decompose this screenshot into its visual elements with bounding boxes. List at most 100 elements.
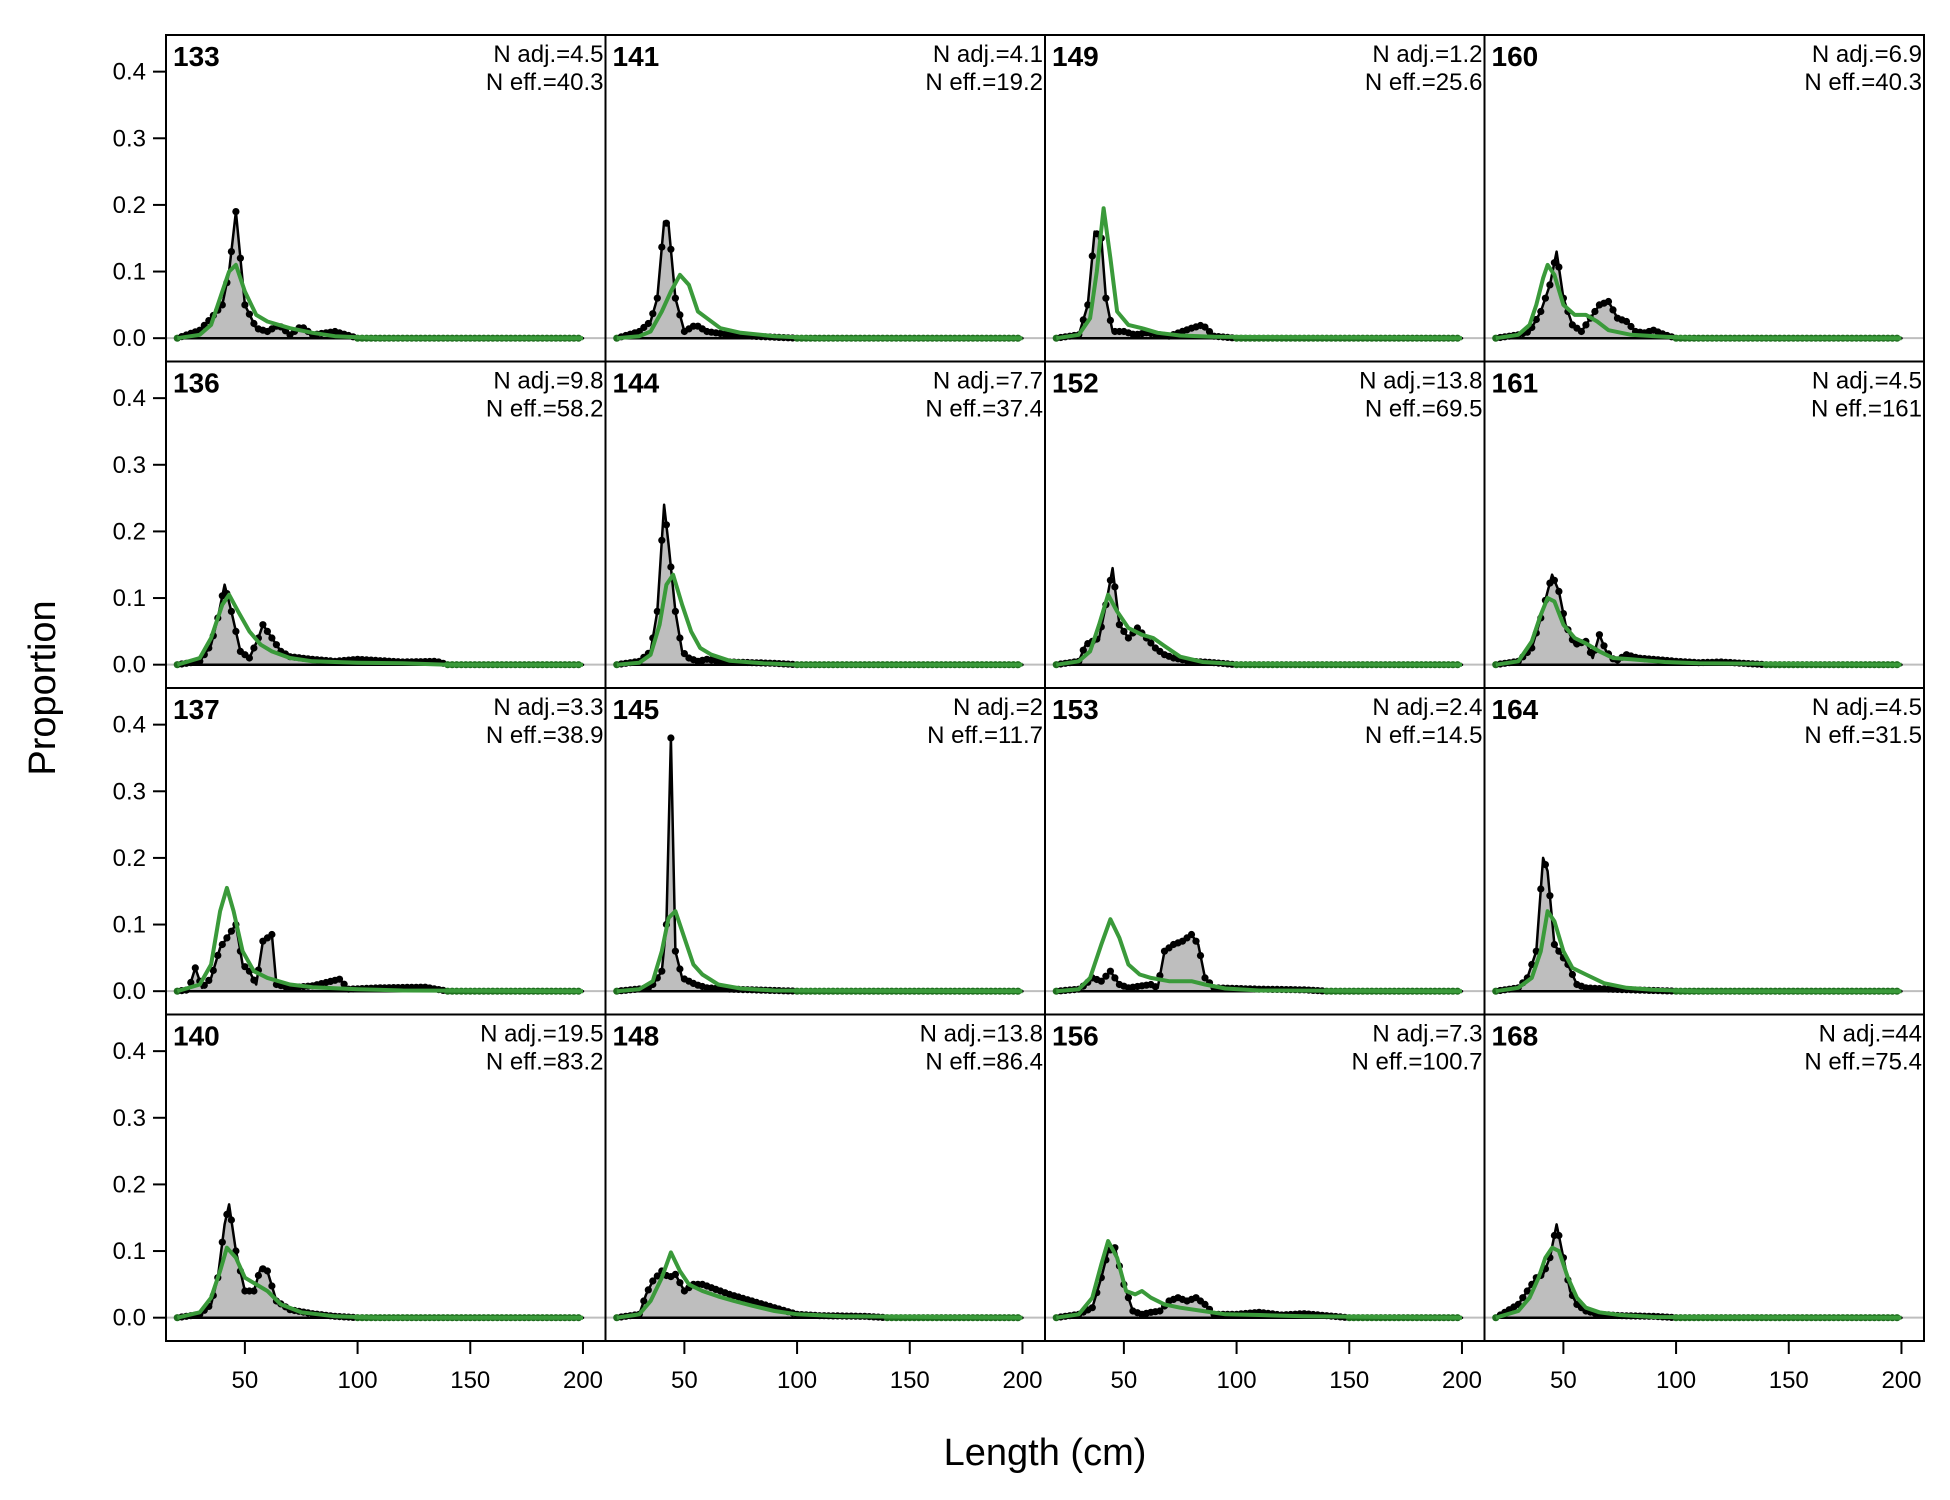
observed-point bbox=[680, 650, 689, 658]
observed-point bbox=[1546, 892, 1554, 900]
observed-point bbox=[1088, 1304, 1096, 1312]
n-eff-label: N eff.=58.2 bbox=[486, 396, 604, 423]
n-adj-label: N adj.=4.1 bbox=[933, 41, 1043, 68]
observed-point bbox=[1577, 327, 1585, 336]
observed-point bbox=[640, 1297, 648, 1305]
x-tick-label: 100 bbox=[777, 1367, 817, 1394]
y-tick-label: 0.1 bbox=[113, 912, 146, 939]
observed-point bbox=[1537, 885, 1545, 893]
panel-133: 133 N adj.=4.5N eff.=40.3 bbox=[165, 34, 607, 363]
y-tick-label: 0.1 bbox=[113, 585, 146, 612]
observed-point bbox=[272, 641, 280, 649]
observed-point bbox=[1187, 930, 1196, 939]
observed-point bbox=[1541, 294, 1549, 302]
observed-point bbox=[1519, 1294, 1527, 1302]
observed-point bbox=[1093, 230, 1101, 238]
expected-line bbox=[1056, 206, 1463, 341]
observed-point bbox=[223, 1210, 231, 1218]
panel-136: 136 N adj.=9.8N eff.=58.2 bbox=[165, 360, 607, 689]
n-adj-label: N adj.=6.9 bbox=[1812, 41, 1922, 68]
observed-point bbox=[653, 294, 661, 302]
observed-point bbox=[658, 967, 666, 975]
observed-point bbox=[1201, 1300, 1209, 1308]
observed-point bbox=[1627, 322, 1635, 331]
n-adj-label: N adj.=2 bbox=[953, 694, 1043, 721]
observed-point bbox=[644, 319, 652, 328]
n-eff-label: N eff.=40.3 bbox=[486, 69, 604, 96]
observed-point bbox=[1622, 317, 1631, 326]
observed-point bbox=[227, 927, 235, 935]
n-eff-label: N eff.=161 bbox=[1811, 396, 1922, 423]
observed-point bbox=[209, 966, 217, 975]
observed-point bbox=[218, 1238, 226, 1246]
panel-label: 145 bbox=[613, 694, 660, 725]
observed-point bbox=[1079, 316, 1087, 324]
panel-160: 160 N adj.=6.9N eff.=40.3 bbox=[1483, 34, 1925, 363]
observed-point bbox=[187, 978, 195, 987]
panel-frame bbox=[1483, 1013, 1925, 1342]
observed-point bbox=[676, 965, 684, 973]
observed-distribution bbox=[1494, 573, 1903, 666]
x-tick-label: 200 bbox=[1442, 1367, 1482, 1394]
observed-point bbox=[263, 1267, 271, 1275]
panel-161: 161 N adj.=4.5N eff.=161 bbox=[1483, 360, 1925, 689]
observed-point bbox=[644, 1286, 652, 1294]
expected-line bbox=[1495, 1245, 1902, 1320]
observed-point bbox=[1120, 627, 1128, 636]
n-adj-label: N adj.=2.4 bbox=[1372, 694, 1482, 721]
panel-label: 137 bbox=[173, 694, 220, 725]
observed-point bbox=[263, 627, 271, 636]
x-tick-label: 100 bbox=[1656, 1367, 1696, 1394]
observed-point bbox=[1532, 315, 1540, 324]
observed-point bbox=[1079, 646, 1087, 654]
n-eff-label: N eff.=75.4 bbox=[1804, 1049, 1922, 1076]
observed-point bbox=[254, 1271, 262, 1280]
n-adj-label: N adj.=7.3 bbox=[1372, 1021, 1482, 1048]
observed-point bbox=[1111, 583, 1119, 591]
observed-point bbox=[1151, 983, 1159, 991]
observed-point bbox=[649, 1277, 657, 1285]
x-tick-label: 50 bbox=[232, 1367, 259, 1394]
n-eff-label: N eff.=19.2 bbox=[925, 69, 1043, 96]
observed-point bbox=[335, 975, 344, 983]
n-adj-label: N adj.=13.8 bbox=[920, 1021, 1043, 1048]
panel-label: 168 bbox=[1492, 1021, 1539, 1052]
y-tick-label: 0.2 bbox=[113, 845, 146, 872]
observed-point bbox=[1111, 974, 1119, 982]
observed-point bbox=[1568, 970, 1576, 979]
x-tick-label: 150 bbox=[450, 1367, 490, 1394]
y-tick-label: 0.3 bbox=[113, 452, 146, 479]
observed-point bbox=[259, 621, 267, 629]
x-tick-label: 150 bbox=[1769, 1367, 1809, 1394]
observed-point bbox=[1609, 306, 1617, 314]
observed-point bbox=[1591, 307, 1599, 316]
n-eff-label: N eff.=38.9 bbox=[486, 722, 604, 749]
axes: 0.0 0.1 0.2 0.3 0.4 0.0 0.1 0.2 0.3 0.4 0.0 0.1 0.2 0… bbox=[113, 59, 1922, 1394]
observed-point bbox=[1102, 972, 1110, 980]
y-tick-label: 0.1 bbox=[113, 1238, 146, 1265]
observed-point bbox=[1196, 952, 1205, 960]
expected-line bbox=[1056, 592, 1463, 667]
observed-point bbox=[1555, 947, 1563, 955]
expected-line bbox=[616, 1250, 1023, 1320]
observed-point bbox=[1550, 576, 1558, 584]
observed-point bbox=[1147, 639, 1155, 647]
x-tick-label: 100 bbox=[1217, 1367, 1257, 1394]
observed-point bbox=[232, 627, 240, 636]
n-adj-label: N adj.=9.8 bbox=[493, 368, 603, 395]
panel-140: 140 N adj.=19.5N eff.=83.2 bbox=[165, 1013, 607, 1342]
panel-141: 141 N adj.=4.1N eff.=19.2 bbox=[604, 34, 1046, 363]
panel-label: 153 bbox=[1052, 694, 1099, 725]
observed-point bbox=[1115, 621, 1123, 629]
observed-point bbox=[1088, 252, 1096, 260]
expected-line bbox=[176, 1245, 583, 1320]
observed-point bbox=[1582, 321, 1590, 329]
observed-point bbox=[1097, 977, 1105, 985]
x-tick-label: 50 bbox=[671, 1367, 698, 1394]
observed-point bbox=[223, 934, 231, 942]
n-eff-label: N eff.=86.4 bbox=[925, 1049, 1043, 1076]
panel-label: 136 bbox=[173, 368, 220, 399]
n-adj-label: N adj.=44 bbox=[1819, 1021, 1922, 1048]
observed-distribution bbox=[1055, 230, 1464, 340]
observed-point bbox=[1537, 307, 1545, 316]
